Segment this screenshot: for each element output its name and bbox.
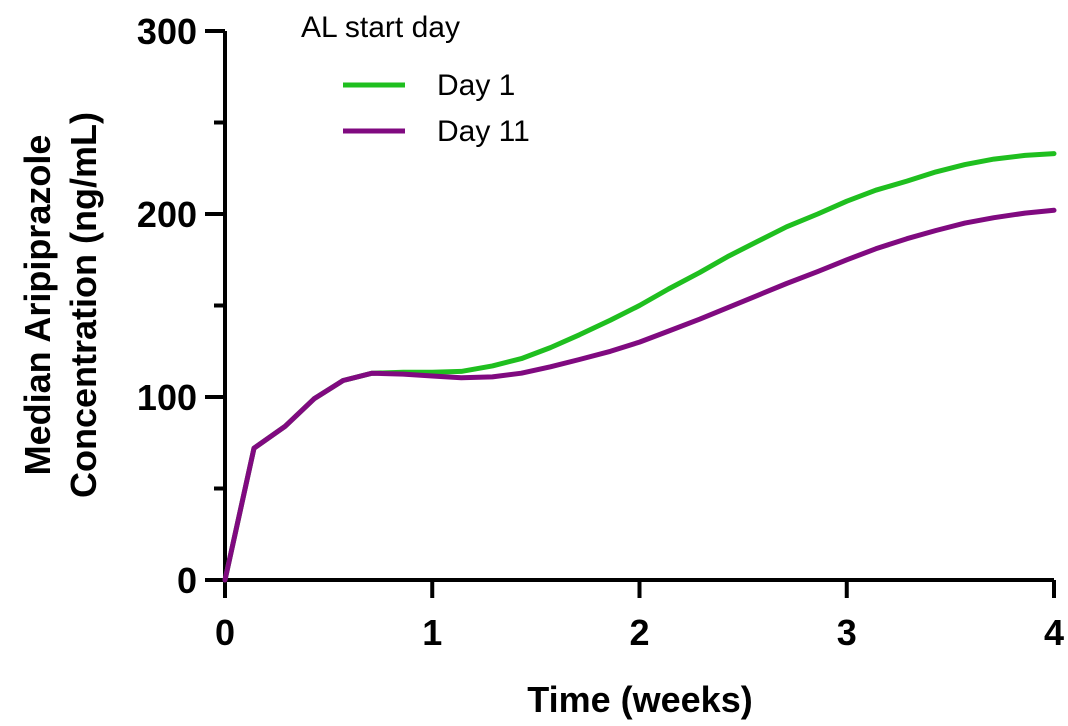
x-tick-label: 1 xyxy=(422,612,442,653)
series-line-2 xyxy=(222,207,1057,583)
legend-label-2: Day 11 xyxy=(437,115,530,148)
x-axis-title: Time (weeks) xyxy=(527,679,752,720)
x-tick-label: 0 xyxy=(215,612,235,653)
y-tick-label: 100 xyxy=(137,377,197,418)
x-tick-label: 4 xyxy=(1044,612,1064,653)
legend-title: AL start day xyxy=(301,11,460,44)
y-tick-label: 0 xyxy=(177,560,197,601)
y-axis-title: Median Aripiprazole Concentration (ng/mL… xyxy=(17,112,104,498)
legend-label-1: Day 1 xyxy=(437,69,515,102)
y-axis-title-line-2: Concentration (ng/mL) xyxy=(63,112,104,498)
legend: AL start day Day 1 Day 11 xyxy=(301,11,530,148)
x-tick-label: 2 xyxy=(629,612,649,653)
y-tick-label: 300 xyxy=(137,11,197,52)
series-layer xyxy=(222,151,1057,583)
y-tick-label: 200 xyxy=(137,194,197,235)
y-axis-title-line-1: Median Aripiprazole xyxy=(17,135,58,476)
x-tick-label: 3 xyxy=(837,612,857,653)
axes: 0 100 200 300 0 1 2 3 4 xyxy=(137,11,1064,653)
series-line-1 xyxy=(222,151,1057,583)
